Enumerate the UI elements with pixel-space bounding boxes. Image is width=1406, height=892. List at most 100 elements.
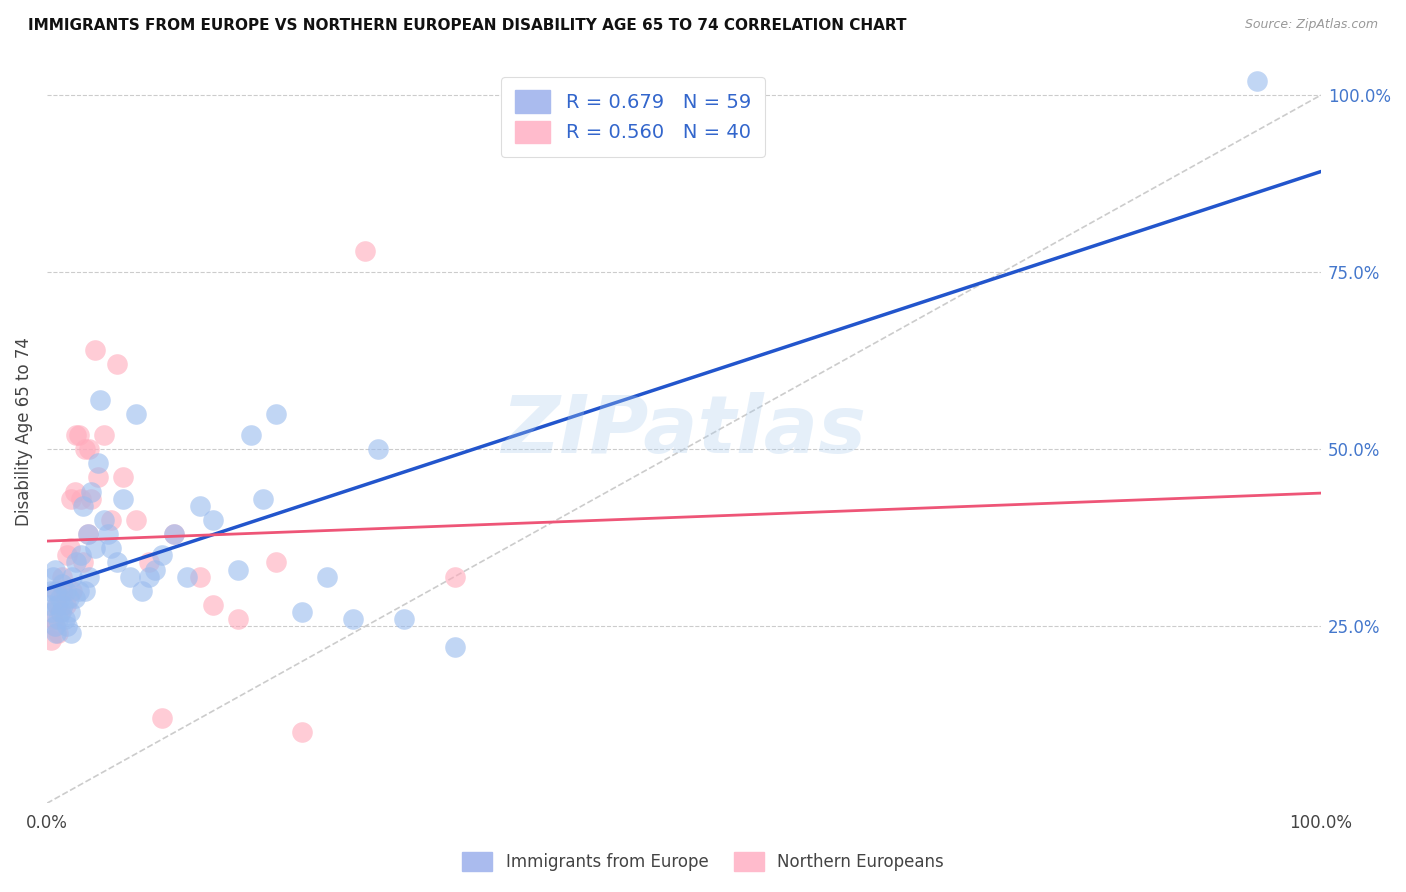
- Point: [56, 619, 79, 633]
- Point: [39, 633, 62, 648]
- Point: [75, 442, 97, 457]
- Text: ZIPatlas: ZIPatlas: [502, 392, 866, 470]
- Point: [65, 428, 87, 442]
- Point: [188, 569, 211, 583]
- Point: [105, 357, 128, 371]
- Point: [55, 598, 77, 612]
- Point: [100, 541, 122, 556]
- Point: [80, 484, 103, 499]
- Point: [44, 619, 66, 633]
- Point: [150, 549, 173, 563]
- Point: [201, 598, 224, 612]
- Point: [163, 527, 186, 541]
- Text: IMMIGRANTS FROM EUROPE VS NORTHERN EUROPEAN DISABILITY AGE 65 TO 74 CORRELATION : IMMIGRANTS FROM EUROPE VS NORTHERN EUROP…: [28, 18, 907, 33]
- Point: [87, 456, 110, 470]
- Point: [70, 549, 93, 563]
- Point: [59, 541, 82, 556]
- Point: [367, 442, 389, 457]
- Point: [52, 598, 75, 612]
- Point: [342, 612, 364, 626]
- Point: [48, 612, 70, 626]
- Point: [80, 491, 103, 506]
- Point: [45, 583, 67, 598]
- Point: [226, 612, 249, 626]
- Point: [46, 598, 69, 612]
- Point: [45, 626, 67, 640]
- Point: [143, 563, 166, 577]
- Point: [150, 711, 173, 725]
- Point: [59, 605, 82, 619]
- Point: [1246, 74, 1268, 88]
- Point: [87, 470, 110, 484]
- Point: [97, 527, 120, 541]
- Point: [46, 598, 69, 612]
- Point: [264, 556, 287, 570]
- Point: [60, 491, 83, 506]
- Point: [63, 484, 86, 499]
- Legend: Immigrants from Europe, Northern Europeans: Immigrants from Europe, Northern Europea…: [454, 843, 952, 880]
- Point: [125, 407, 148, 421]
- Point: [93, 513, 115, 527]
- Point: [63, 591, 86, 605]
- Point: [48, 591, 70, 605]
- Point: [72, 556, 94, 570]
- Point: [51, 569, 73, 583]
- Point: [84, 343, 107, 357]
- Point: [163, 527, 186, 541]
- Point: [65, 556, 87, 570]
- Text: Source: ZipAtlas.com: Source: ZipAtlas.com: [1244, 18, 1378, 31]
- Point: [75, 583, 97, 598]
- Point: [131, 583, 153, 598]
- Point: [42, 612, 65, 626]
- Point: [105, 556, 128, 570]
- Point: [44, 563, 66, 577]
- Point: [112, 470, 135, 484]
- Point: [55, 583, 77, 598]
- Point: [226, 563, 249, 577]
- Point: [112, 491, 135, 506]
- Point: [100, 513, 122, 527]
- Point: [176, 569, 198, 583]
- Point: [58, 591, 80, 605]
- Point: [392, 612, 415, 626]
- Point: [138, 556, 160, 570]
- Point: [89, 392, 111, 407]
- Point: [443, 640, 465, 655]
- Point: [53, 612, 76, 626]
- Point: [70, 491, 93, 506]
- Point: [201, 513, 224, 527]
- Point: [51, 576, 73, 591]
- Point: [76, 527, 98, 541]
- Point: [60, 569, 83, 583]
- Point: [41, 605, 63, 619]
- Y-axis label: Disability Age 65 to 74: Disability Age 65 to 74: [15, 337, 32, 526]
- Point: [49, 605, 72, 619]
- Point: [118, 569, 141, 583]
- Point: [93, 428, 115, 442]
- Point: [77, 442, 100, 457]
- Point: [354, 244, 377, 258]
- Point: [264, 407, 287, 421]
- Point: [138, 569, 160, 583]
- Point: [38, 598, 60, 612]
- Point: [291, 725, 314, 739]
- Point: [45, 583, 67, 598]
- Point: [60, 626, 83, 640]
- Point: [316, 569, 339, 583]
- Point: [52, 583, 75, 598]
- Point: [48, 605, 70, 619]
- Point: [72, 499, 94, 513]
- Point: [42, 569, 65, 583]
- Point: [44, 619, 66, 633]
- Point: [252, 491, 274, 506]
- Point: [84, 541, 107, 556]
- Point: [60, 583, 83, 598]
- Point: [125, 513, 148, 527]
- Point: [77, 569, 100, 583]
- Point: [239, 428, 262, 442]
- Point: [443, 569, 465, 583]
- Point: [56, 549, 79, 563]
- Legend: R = 0.679   N = 59, R = 0.560   N = 40: R = 0.679 N = 59, R = 0.560 N = 40: [502, 77, 765, 157]
- Point: [67, 583, 90, 598]
- Point: [39, 583, 62, 598]
